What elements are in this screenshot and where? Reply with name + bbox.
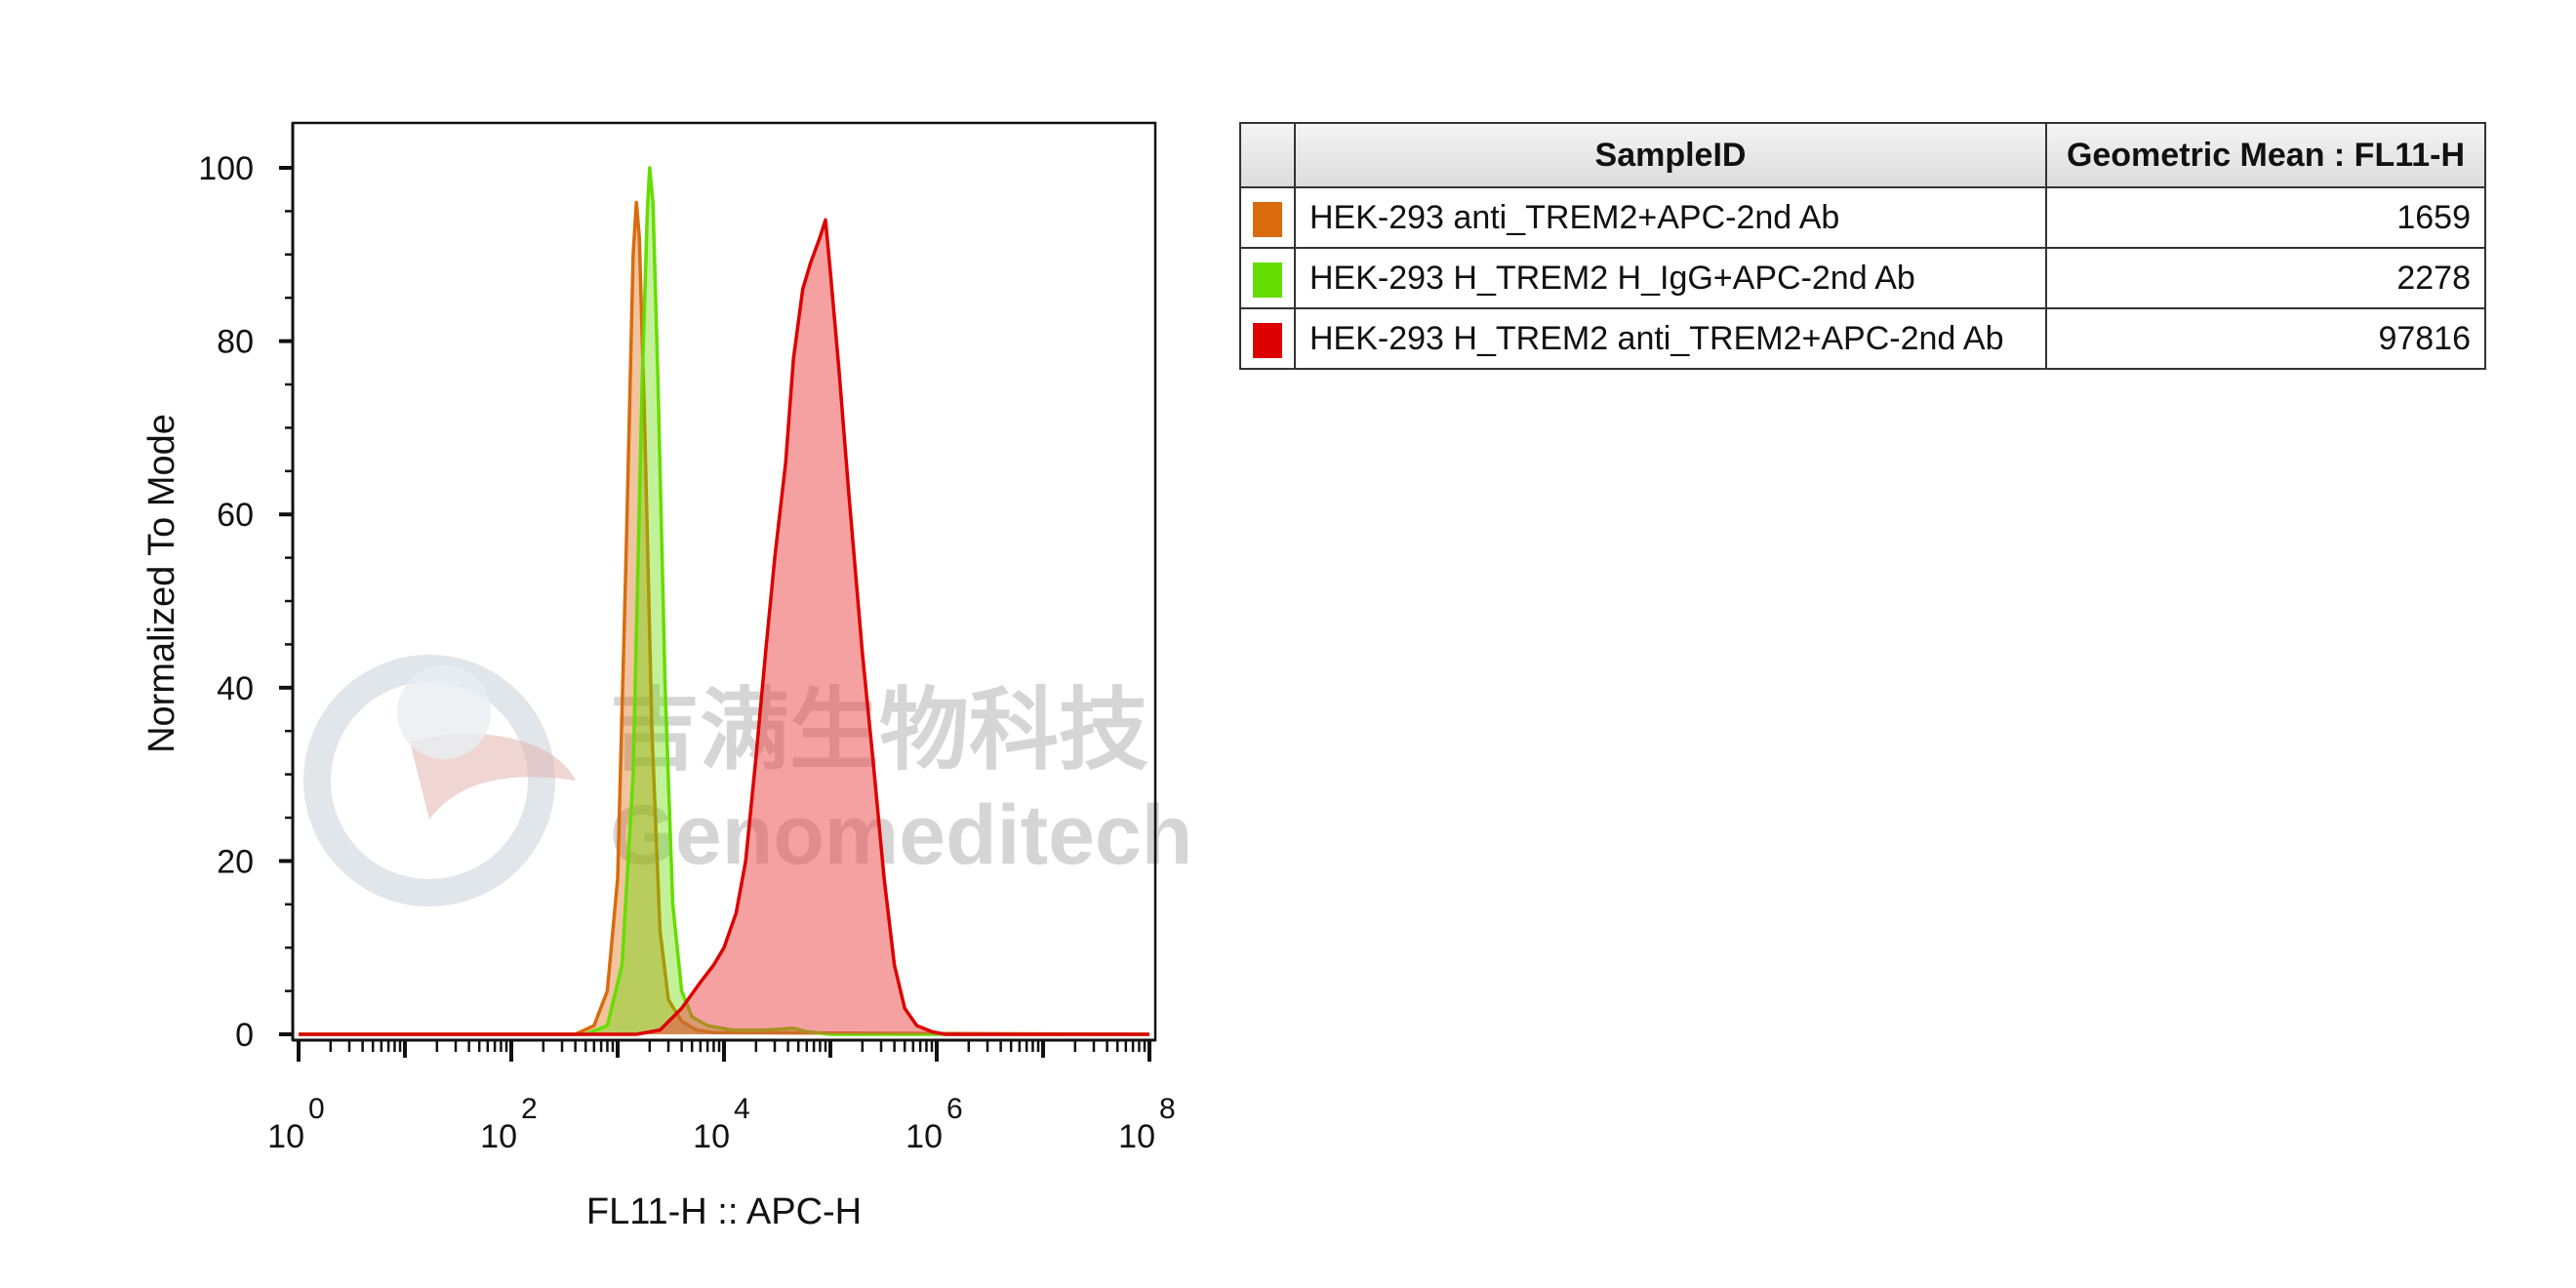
x-tick-base: 10	[1118, 1118, 1155, 1155]
legend-sample-name: HEK-293 H_TREM2 H_IgG+APC-2nd Ab	[1294, 247, 2047, 309]
watermark-logo: 吉满生物科技 Genomeditech	[303, 655, 1190, 906]
geometric-mean-header: Geometric Mean : FL11-H	[2045, 122, 2486, 188]
legend-header-row: SampleID Geometric Mean : FL11-H	[1239, 122, 2486, 188]
legend-swatch-cell	[1239, 307, 1296, 370]
x-tick-label: 104	[693, 1093, 750, 1155]
watermark-text-cn: 吉满生物科技	[610, 681, 1148, 781]
series-line-3	[299, 218, 1149, 1036]
series-layer	[299, 166, 1150, 1036]
y-axis-label: Normalized To Mode	[141, 414, 182, 753]
legend-row: HEK-293 H_TREM2 H_IgG+APC-2nd Ab 2278	[1239, 247, 2486, 309]
legend-geometric-mean: 97816	[2045, 307, 2486, 370]
legend-swatch-cell	[1239, 186, 1296, 249]
legend-swatch-header	[1239, 122, 1296, 188]
x-tick-base: 10	[906, 1118, 943, 1155]
watermark-text-en: Genomeditech	[610, 788, 1190, 882]
y-tick-label: 40	[217, 670, 254, 707]
x-tick-base: 10	[267, 1118, 304, 1155]
x-tick-label: 106	[906, 1093, 963, 1155]
legend-sample-name: HEK-293 anti_TREM2+APC-2nd Ab	[1294, 186, 2047, 249]
y-axis: 0 20 40 60 80 100	[198, 123, 295, 1054]
x-tick-label: 108	[1118, 1093, 1176, 1155]
legend-table: SampleID Geometric Mean : FL11-H HEK-293…	[1239, 122, 2486, 370]
x-tick-exponent: 6	[946, 1093, 963, 1125]
legend-sample-name: HEK-293 H_TREM2 anti_TREM2+APC-2nd Ab	[1294, 307, 2047, 370]
x-tick-exponent: 0	[308, 1093, 325, 1125]
x-tick-exponent: 4	[734, 1093, 750, 1125]
legend-row: HEK-293 anti_TREM2+APC-2nd Ab 1659	[1239, 186, 2486, 249]
legend-geometric-mean: 1659	[2045, 186, 2486, 249]
legend-geometric-mean: 2278	[2045, 247, 2486, 309]
x-tick-base: 10	[480, 1118, 517, 1155]
x-axis-label: FL11-H :: APC-H	[586, 1191, 862, 1232]
x-tick-label: 100	[267, 1093, 325, 1155]
series-line-1	[299, 200, 1150, 1036]
x-tick-label: 102	[480, 1093, 538, 1155]
x-tick-exponent: 2	[521, 1093, 538, 1125]
legend-swatch	[1253, 201, 1282, 237]
x-tick-base: 10	[693, 1118, 730, 1155]
y-tick-label: 20	[217, 843, 254, 880]
x-tick-exponent: 8	[1159, 1093, 1176, 1125]
legend-swatch	[1253, 262, 1282, 298]
legend-swatch	[1253, 322, 1282, 358]
y-tick-label: 0	[235, 1017, 254, 1054]
y-tick-label: 100	[198, 150, 254, 187]
y-tick-label: 60	[217, 497, 254, 534]
sample-id-header: SampleID	[1294, 122, 2047, 188]
legend-swatch-cell	[1239, 247, 1296, 309]
series-area-3	[299, 220, 1149, 1035]
series-area-1	[299, 202, 1149, 1034]
legend-row: HEK-293 H_TREM2 anti_TREM2+APC-2nd Ab 97…	[1239, 307, 2486, 370]
y-tick-label: 80	[217, 324, 254, 361]
